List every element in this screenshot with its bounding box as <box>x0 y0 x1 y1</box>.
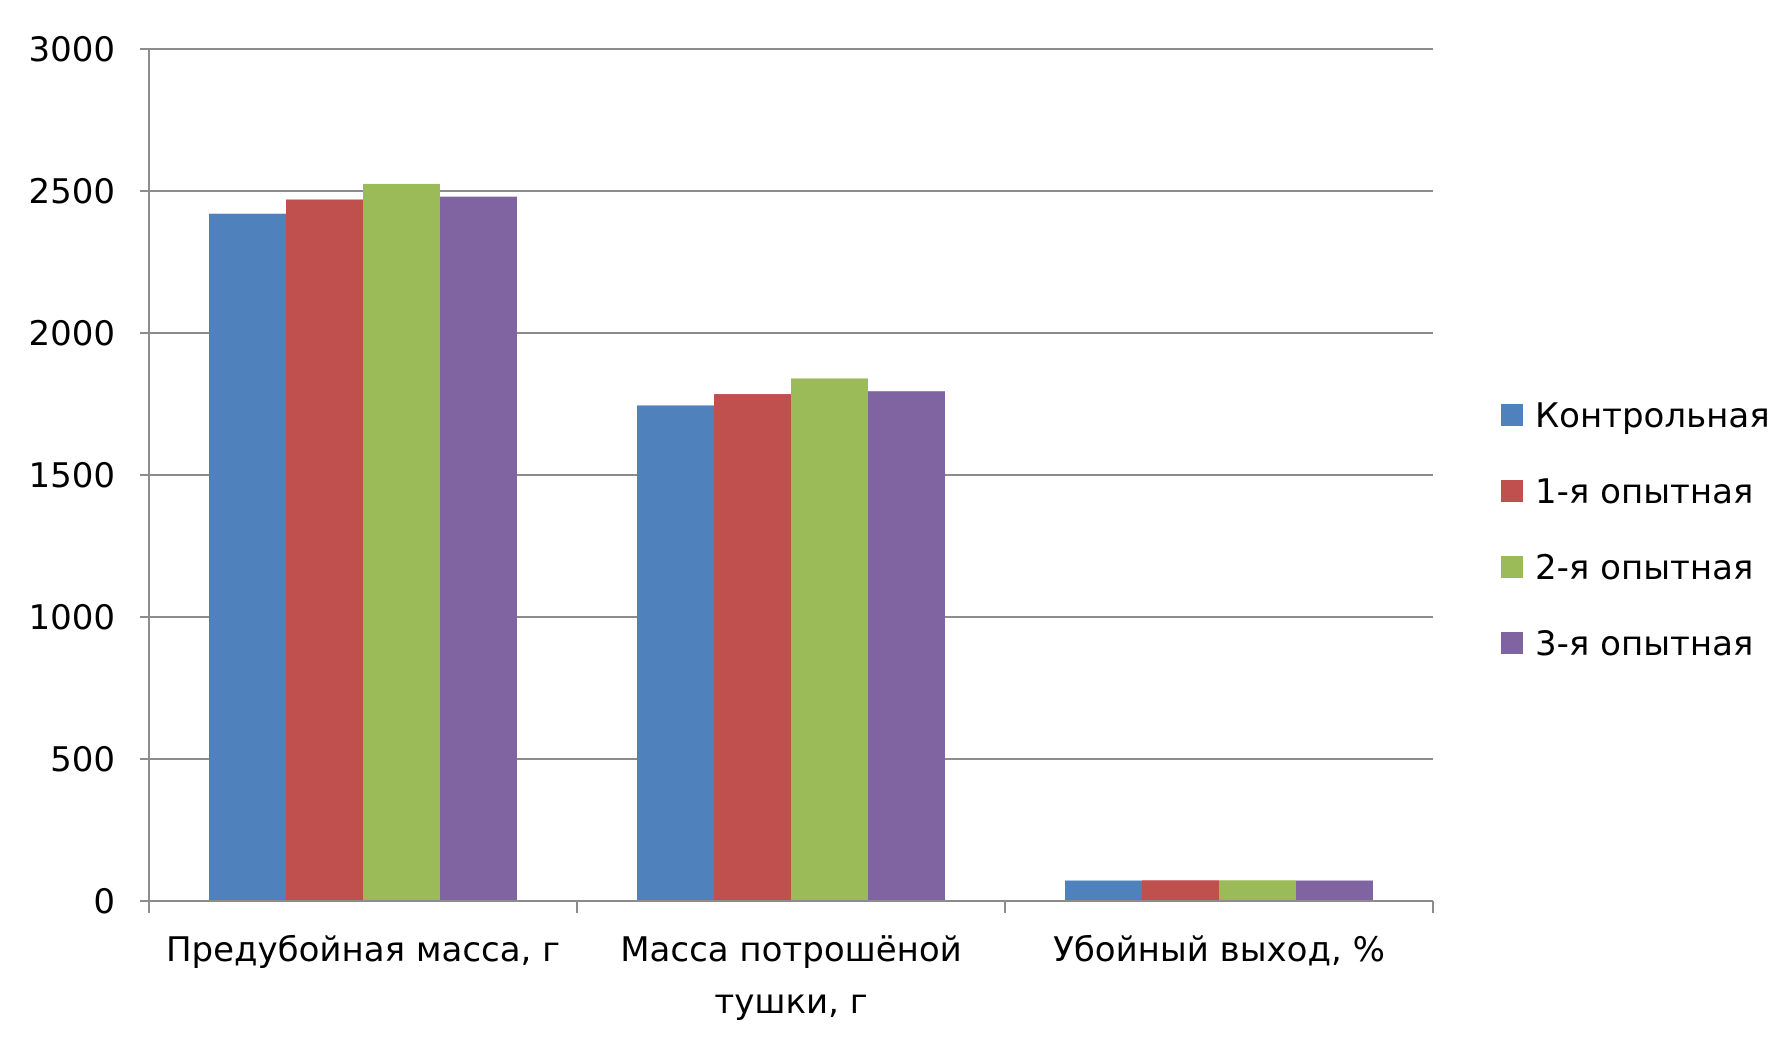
legend-swatch <box>1501 480 1523 502</box>
category-label: Убойный выход, % <box>1053 930 1385 970</box>
bar <box>1142 880 1219 901</box>
legend-label: 1-я опытная <box>1535 472 1753 512</box>
axes <box>140 48 1434 913</box>
bars <box>209 183 1373 902</box>
bar <box>1219 880 1296 901</box>
bar <box>791 378 868 901</box>
category-label-line: Масса потрошёной <box>620 930 962 970</box>
bar <box>1296 880 1373 901</box>
bar <box>868 391 945 901</box>
legend-label: 2-я опытная <box>1535 548 1753 588</box>
y-tick-labels: 0 500 1000 1500 2000 2500 3000 <box>28 30 115 922</box>
category-label: Предубойная масса, г <box>166 930 560 970</box>
bar <box>363 183 440 901</box>
bar <box>714 394 791 901</box>
category-label: Масса потрошёной тушки, г <box>620 930 962 1022</box>
y-tick-label: 2000 <box>28 314 115 354</box>
bar <box>1065 880 1142 901</box>
legend-swatch <box>1501 404 1523 426</box>
y-tick-label: 1500 <box>28 456 115 496</box>
category-labels: Предубойная масса, г Масса потрошёной тушк… <box>166 930 1385 1022</box>
category-label-line: Убойный выход, % <box>1053 930 1385 970</box>
legend-swatch <box>1501 556 1523 578</box>
legend-label: 3-я опытная <box>1535 624 1753 664</box>
legend-swatch <box>1501 632 1523 654</box>
y-tick-label: 2500 <box>28 172 115 212</box>
y-tick-label: 3000 <box>28 30 115 70</box>
bar <box>286 199 363 901</box>
y-tick-label: 500 <box>50 740 115 780</box>
y-tick-label: 0 <box>93 882 115 922</box>
category-label-line: Предубойная масса, г <box>166 930 560 970</box>
legend: Контрольная 1-я опытная 2-я опытная 3-я опы… <box>1501 396 1770 664</box>
bar <box>209 213 286 902</box>
legend-label: Контрольная <box>1535 396 1770 436</box>
bar <box>440 196 517 901</box>
category-label-line: тушки, г <box>714 982 867 1022</box>
y-tick-label: 1000 <box>28 598 115 638</box>
bar <box>637 405 714 901</box>
